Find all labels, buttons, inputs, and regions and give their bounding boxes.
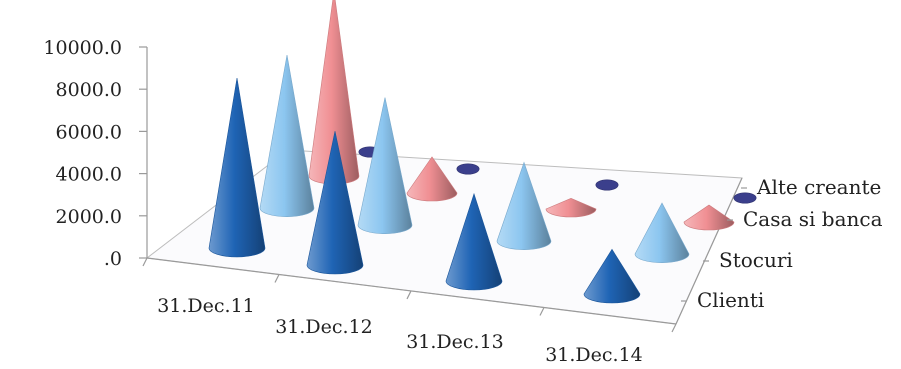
cone-clienti-31-dec-11 xyxy=(208,77,266,258)
cone-stocuri-31-dec-12 xyxy=(357,97,413,234)
cone-stocuri-31-dec-13 xyxy=(496,161,552,250)
cone-casa-si-banca-31-dec-13 xyxy=(545,198,597,218)
cone-alte-creante-31-dec-13 xyxy=(595,179,619,191)
series-label-stocuri: Stocuri xyxy=(719,248,793,272)
x-tick-label: 31.Dec.11 xyxy=(157,295,255,317)
cone-clienti-31-dec-14 xyxy=(583,248,641,304)
depth-axis-labels: Clienti Stocuri Casa si banca Alte creante xyxy=(681,175,883,312)
y-tick-label: 4000.0 xyxy=(56,164,122,186)
x-axis-line xyxy=(146,257,677,325)
cone-casa-si-banca-31-dec-14 xyxy=(683,204,735,231)
y-axis-ticks: 10000.0 8000.0 6000.0 4000.0 2000.0 .0 xyxy=(43,37,677,333)
series-label-alte-creante: Alte creante xyxy=(756,175,881,199)
x-axis-labels: 31.Dec.11 31.Dec.12 31.Dec.13 31.Dec.14 xyxy=(157,295,643,366)
y-tick-label: 6000.0 xyxy=(56,121,122,143)
cone-alte-creante-31-dec-12 xyxy=(456,163,480,175)
x-tick-label: 31.Dec.12 xyxy=(275,316,373,338)
cone-stocuri-31-dec-11 xyxy=(259,54,315,217)
y-tick-label: 8000.0 xyxy=(56,79,122,101)
depth-axis-line xyxy=(675,177,743,325)
cone-clienti-31-dec-12 xyxy=(306,131,364,275)
y-tick-label: 10000.0 xyxy=(43,37,122,59)
x-tick-mark xyxy=(142,257,148,267)
cone-marks xyxy=(208,0,757,304)
x-tick-mark xyxy=(406,290,412,300)
x-tick-mark xyxy=(671,323,677,333)
y-tick-label: 2000.0 xyxy=(56,206,122,228)
x-tick-mark xyxy=(539,307,545,316)
cone-stocuri-31-dec-14 xyxy=(634,202,690,263)
cone-clienti-31-dec-13 xyxy=(445,192,503,291)
series-label-clienti: Clienti xyxy=(697,288,764,312)
x-tick-label: 31.Dec.13 xyxy=(406,331,504,353)
cone-casa-si-banca-31-dec-12 xyxy=(406,156,458,202)
series-label-casa-si-banca: Casa si banca xyxy=(743,207,883,231)
x-tick-label: 31.Dec.14 xyxy=(545,344,643,366)
cone-alte-creante-31-dec-14 xyxy=(733,192,757,204)
x-tick-mark xyxy=(274,274,280,283)
y-tick-label: .0 xyxy=(104,248,122,270)
